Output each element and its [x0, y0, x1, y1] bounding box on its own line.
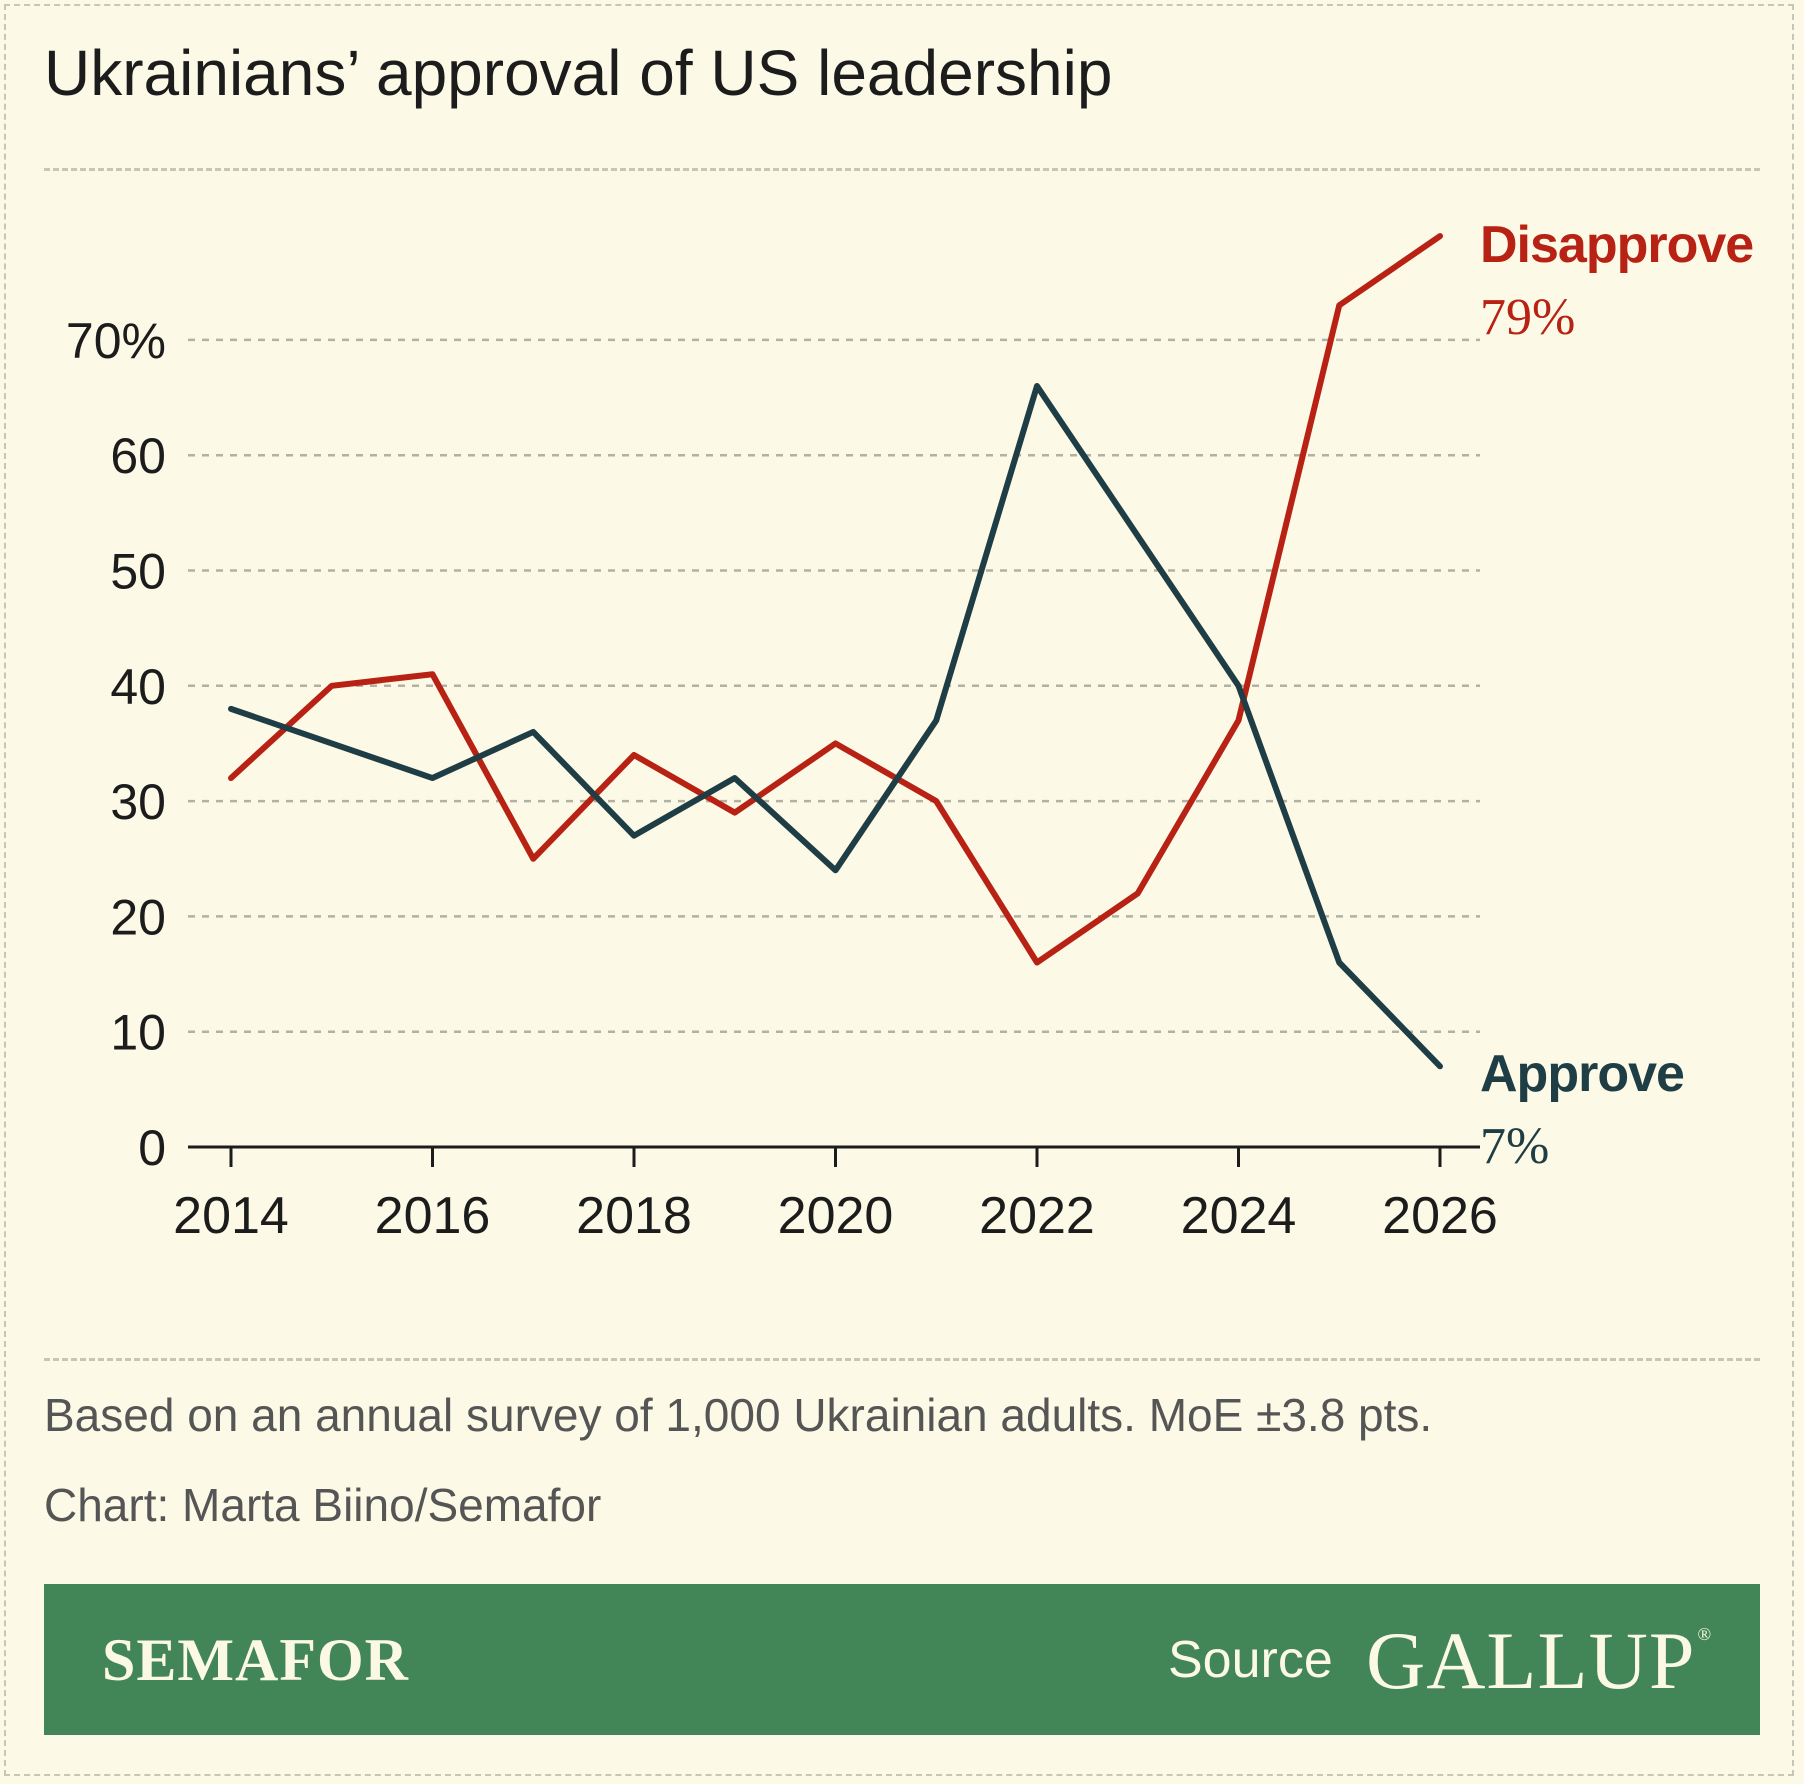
source-name: GALLUP	[1366, 1615, 1696, 1706]
y-tick-label-30: 30	[110, 774, 166, 830]
approve-label: Approve	[1480, 1045, 1684, 1103]
y-tick-label-70: 70%	[66, 313, 166, 369]
x-tick-label-2014: 2014	[173, 1187, 289, 1245]
y-tick-label-10: 10	[110, 1005, 166, 1061]
x-tick-label-2022: 2022	[979, 1187, 1095, 1245]
disapprove-line	[228, 233, 1443, 966]
x-tick-label-2018: 2018	[576, 1187, 692, 1245]
disapprove-value-label: 79%	[1480, 289, 1575, 346]
y-tick-label-0: 0	[138, 1120, 166, 1176]
line-chart: 0 10 20 30 40 50 60 70% 2014 2016 2018 2020 2022 2024…	[66, 216, 1754, 1245]
source-label: Source	[1168, 1631, 1333, 1689]
y-tick-label-50: 50	[110, 544, 166, 600]
top-divider	[44, 168, 1760, 171]
registered-mark: ®	[1697, 1624, 1713, 1644]
chart-frame	[4, 4, 1794, 1776]
approve-value-label: 7%	[1480, 1118, 1549, 1175]
footer-band: SEMAFOR Source GALLUP ®	[44, 1584, 1760, 1735]
y-tick-label-60: 60	[110, 428, 166, 484]
x-tick-label-2016: 2016	[375, 1187, 491, 1245]
semafor-logo: SEMAFOR	[102, 1627, 409, 1693]
bottom-divider	[44, 1358, 1760, 1361]
disapprove-label: Disapprove	[1480, 216, 1753, 274]
x-tick-label-2024: 2024	[1181, 1187, 1297, 1245]
chart-credit: Chart: Marta Biino/Semafor	[44, 1479, 602, 1531]
survey-note: Based on an annual survey of 1,000 Ukrai…	[44, 1389, 1433, 1441]
y-tick-label-40: 40	[110, 659, 166, 715]
gallup-logo: GALLUP ®	[1366, 1614, 1712, 1708]
chart-title: Ukrainians’ approval of US leadership	[44, 37, 1113, 109]
approve-line	[228, 383, 1443, 1070]
x-tick-label-2026: 2026	[1382, 1187, 1498, 1245]
x-tick-label-2020: 2020	[778, 1187, 894, 1245]
y-tick-label-20: 20	[110, 889, 166, 945]
